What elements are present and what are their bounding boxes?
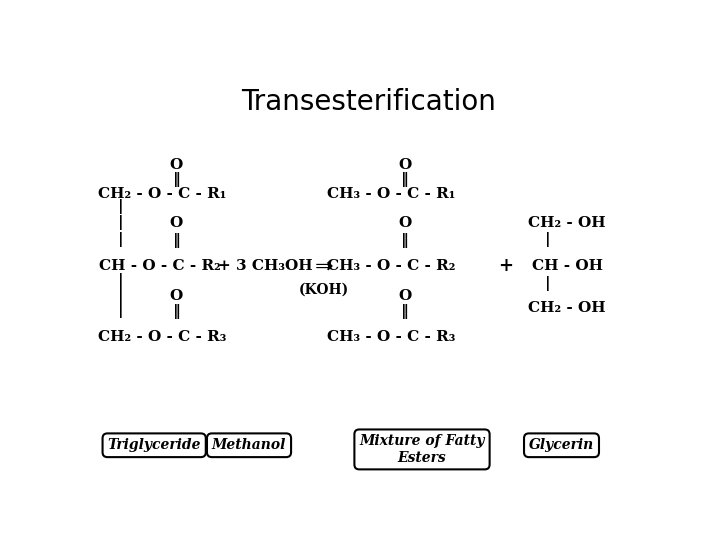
Text: CH₂ - O - C - R₁: CH₂ - O - C - R₁ — [99, 187, 227, 201]
Text: CH₂ - OH: CH₂ - OH — [528, 301, 606, 315]
Text: ‖: ‖ — [173, 172, 181, 187]
Text: CH - O - C - R₂: CH - O - C - R₂ — [99, 259, 220, 273]
Text: + 3 CH₃OH: + 3 CH₃OH — [218, 259, 313, 273]
Text: |: | — [118, 303, 124, 319]
Text: O: O — [399, 216, 412, 230]
Text: O: O — [170, 288, 183, 302]
Text: Triglyceride: Triglyceride — [107, 438, 201, 453]
Text: ‖: ‖ — [401, 233, 409, 248]
Text: Methanol: Methanol — [212, 438, 287, 453]
Text: |: | — [118, 215, 124, 230]
Text: |: | — [118, 232, 124, 247]
Text: CH₂ - OH: CH₂ - OH — [528, 216, 606, 230]
Text: (KOH): (KOH) — [300, 283, 349, 297]
Text: |: | — [545, 275, 550, 291]
Text: Glycerin: Glycerin — [529, 438, 594, 453]
Text: +: + — [498, 258, 513, 275]
Text: Mixture of Fatty
Esters: Mixture of Fatty Esters — [359, 434, 485, 464]
Text: |: | — [118, 273, 124, 288]
Text: O: O — [170, 158, 183, 172]
Text: O: O — [399, 288, 412, 302]
Text: CH₃ - O - C - R₃: CH₃ - O - C - R₃ — [327, 330, 456, 344]
Text: Transesterification: Transesterification — [242, 87, 496, 116]
Text: ⇒: ⇒ — [315, 256, 333, 276]
Text: ‖: ‖ — [401, 172, 409, 187]
Text: CH - OH: CH - OH — [531, 259, 603, 273]
Text: O: O — [399, 158, 412, 172]
Text: O: O — [170, 216, 183, 230]
Text: |: | — [118, 288, 124, 303]
Text: CH₃ - O - C - R₁: CH₃ - O - C - R₁ — [327, 187, 456, 201]
Text: |: | — [118, 199, 124, 214]
Text: CH₃ - O - C - R₂: CH₃ - O - C - R₂ — [327, 259, 456, 273]
Text: |: | — [545, 232, 550, 247]
Text: CH₂ - O - C - R₃: CH₂ - O - C - R₃ — [99, 330, 227, 344]
Text: ‖: ‖ — [173, 304, 181, 319]
Text: ‖: ‖ — [401, 304, 409, 319]
Text: ‖: ‖ — [173, 233, 181, 248]
